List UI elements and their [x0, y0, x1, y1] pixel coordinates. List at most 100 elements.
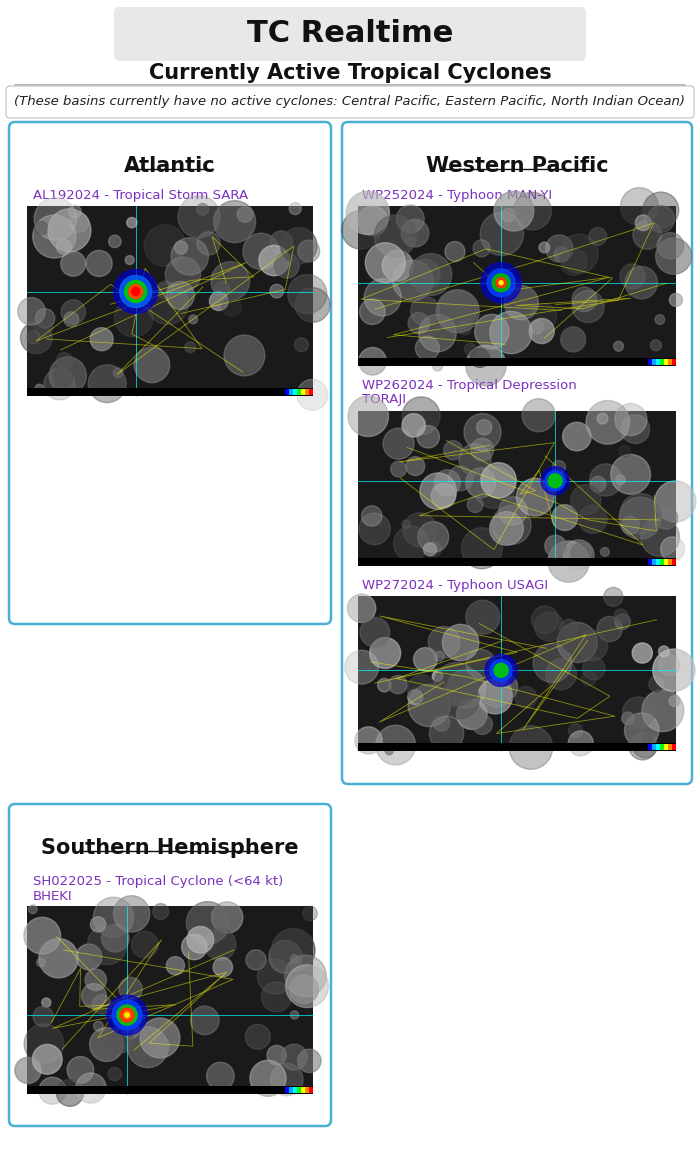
Circle shape [385, 747, 393, 755]
Bar [648, 560, 652, 565]
Circle shape [88, 365, 126, 402]
Circle shape [298, 1050, 321, 1073]
Circle shape [433, 670, 442, 681]
Circle shape [24, 918, 61, 954]
Circle shape [552, 505, 578, 531]
Circle shape [222, 297, 241, 317]
Circle shape [90, 1028, 123, 1061]
Circle shape [494, 664, 508, 677]
Bar [289, 1087, 293, 1094]
Circle shape [211, 902, 243, 933]
Circle shape [396, 205, 424, 232]
Circle shape [619, 445, 631, 457]
Circle shape [466, 650, 496, 679]
Circle shape [153, 904, 169, 919]
Bar [664, 560, 668, 565]
Circle shape [490, 659, 512, 681]
Text: WP272024 - Typhoon USAGI: WP272024 - Typhoon USAGI [362, 579, 548, 593]
Bar [660, 360, 664, 365]
Bar [358, 596, 676, 751]
Circle shape [61, 251, 85, 276]
Bar [358, 743, 676, 751]
Circle shape [509, 726, 553, 769]
Circle shape [490, 512, 524, 546]
Circle shape [295, 338, 309, 351]
Circle shape [393, 526, 428, 561]
Bar [297, 390, 301, 395]
Text: Southern Hemisphere: Southern Hemisphere [41, 838, 299, 858]
Circle shape [444, 440, 463, 460]
Circle shape [548, 474, 562, 488]
Circle shape [669, 294, 682, 306]
Circle shape [189, 314, 197, 324]
Circle shape [362, 506, 382, 526]
Bar [668, 744, 672, 750]
Bar [672, 360, 676, 365]
Circle shape [490, 311, 532, 354]
Circle shape [434, 469, 461, 496]
Circle shape [120, 1008, 134, 1022]
Circle shape [35, 309, 55, 328]
Text: WP262024 - Tropical Depression: WP262024 - Tropical Depression [362, 379, 577, 393]
Circle shape [348, 397, 388, 437]
Circle shape [415, 336, 440, 361]
Circle shape [402, 397, 440, 435]
Circle shape [358, 206, 388, 236]
Circle shape [481, 462, 516, 498]
Circle shape [458, 321, 472, 334]
Circle shape [107, 995, 147, 1035]
Circle shape [456, 699, 487, 729]
Circle shape [649, 676, 664, 691]
Circle shape [564, 540, 594, 570]
Bar [668, 360, 672, 365]
Circle shape [113, 368, 122, 378]
Circle shape [61, 299, 85, 324]
Circle shape [603, 587, 623, 607]
Circle shape [92, 994, 111, 1014]
Circle shape [552, 460, 566, 474]
Circle shape [431, 483, 456, 507]
Circle shape [545, 470, 565, 491]
Circle shape [610, 454, 650, 495]
Circle shape [657, 232, 684, 259]
Circle shape [620, 187, 658, 225]
Circle shape [654, 506, 678, 529]
Circle shape [125, 281, 147, 303]
Circle shape [448, 466, 472, 490]
Bar [27, 388, 313, 397]
Circle shape [445, 242, 465, 261]
Circle shape [94, 1021, 103, 1031]
Circle shape [433, 714, 450, 731]
Circle shape [32, 1044, 62, 1074]
Circle shape [85, 969, 106, 991]
Circle shape [185, 342, 196, 353]
Circle shape [642, 690, 684, 732]
Circle shape [480, 212, 524, 255]
Bar [285, 390, 289, 395]
Circle shape [557, 622, 597, 662]
Text: SH022025 - Tropical Cyclone (<64 kt): SH022025 - Tropical Cyclone (<64 kt) [33, 875, 284, 889]
Circle shape [289, 202, 301, 215]
Circle shape [514, 192, 552, 230]
Circle shape [181, 934, 207, 959]
Circle shape [411, 297, 440, 326]
Circle shape [76, 1073, 106, 1103]
Circle shape [15, 1058, 41, 1083]
Circle shape [408, 312, 429, 334]
Circle shape [522, 399, 555, 432]
Circle shape [494, 191, 534, 231]
Circle shape [582, 672, 596, 686]
Circle shape [408, 684, 450, 727]
Circle shape [541, 467, 569, 495]
Circle shape [18, 297, 46, 325]
Circle shape [215, 281, 230, 296]
Circle shape [24, 1024, 64, 1064]
Circle shape [157, 281, 174, 298]
Circle shape [290, 975, 319, 1003]
Circle shape [129, 284, 143, 298]
Circle shape [597, 616, 622, 642]
Circle shape [237, 207, 253, 222]
Bar [672, 560, 676, 565]
Circle shape [69, 206, 81, 217]
Circle shape [178, 195, 220, 238]
